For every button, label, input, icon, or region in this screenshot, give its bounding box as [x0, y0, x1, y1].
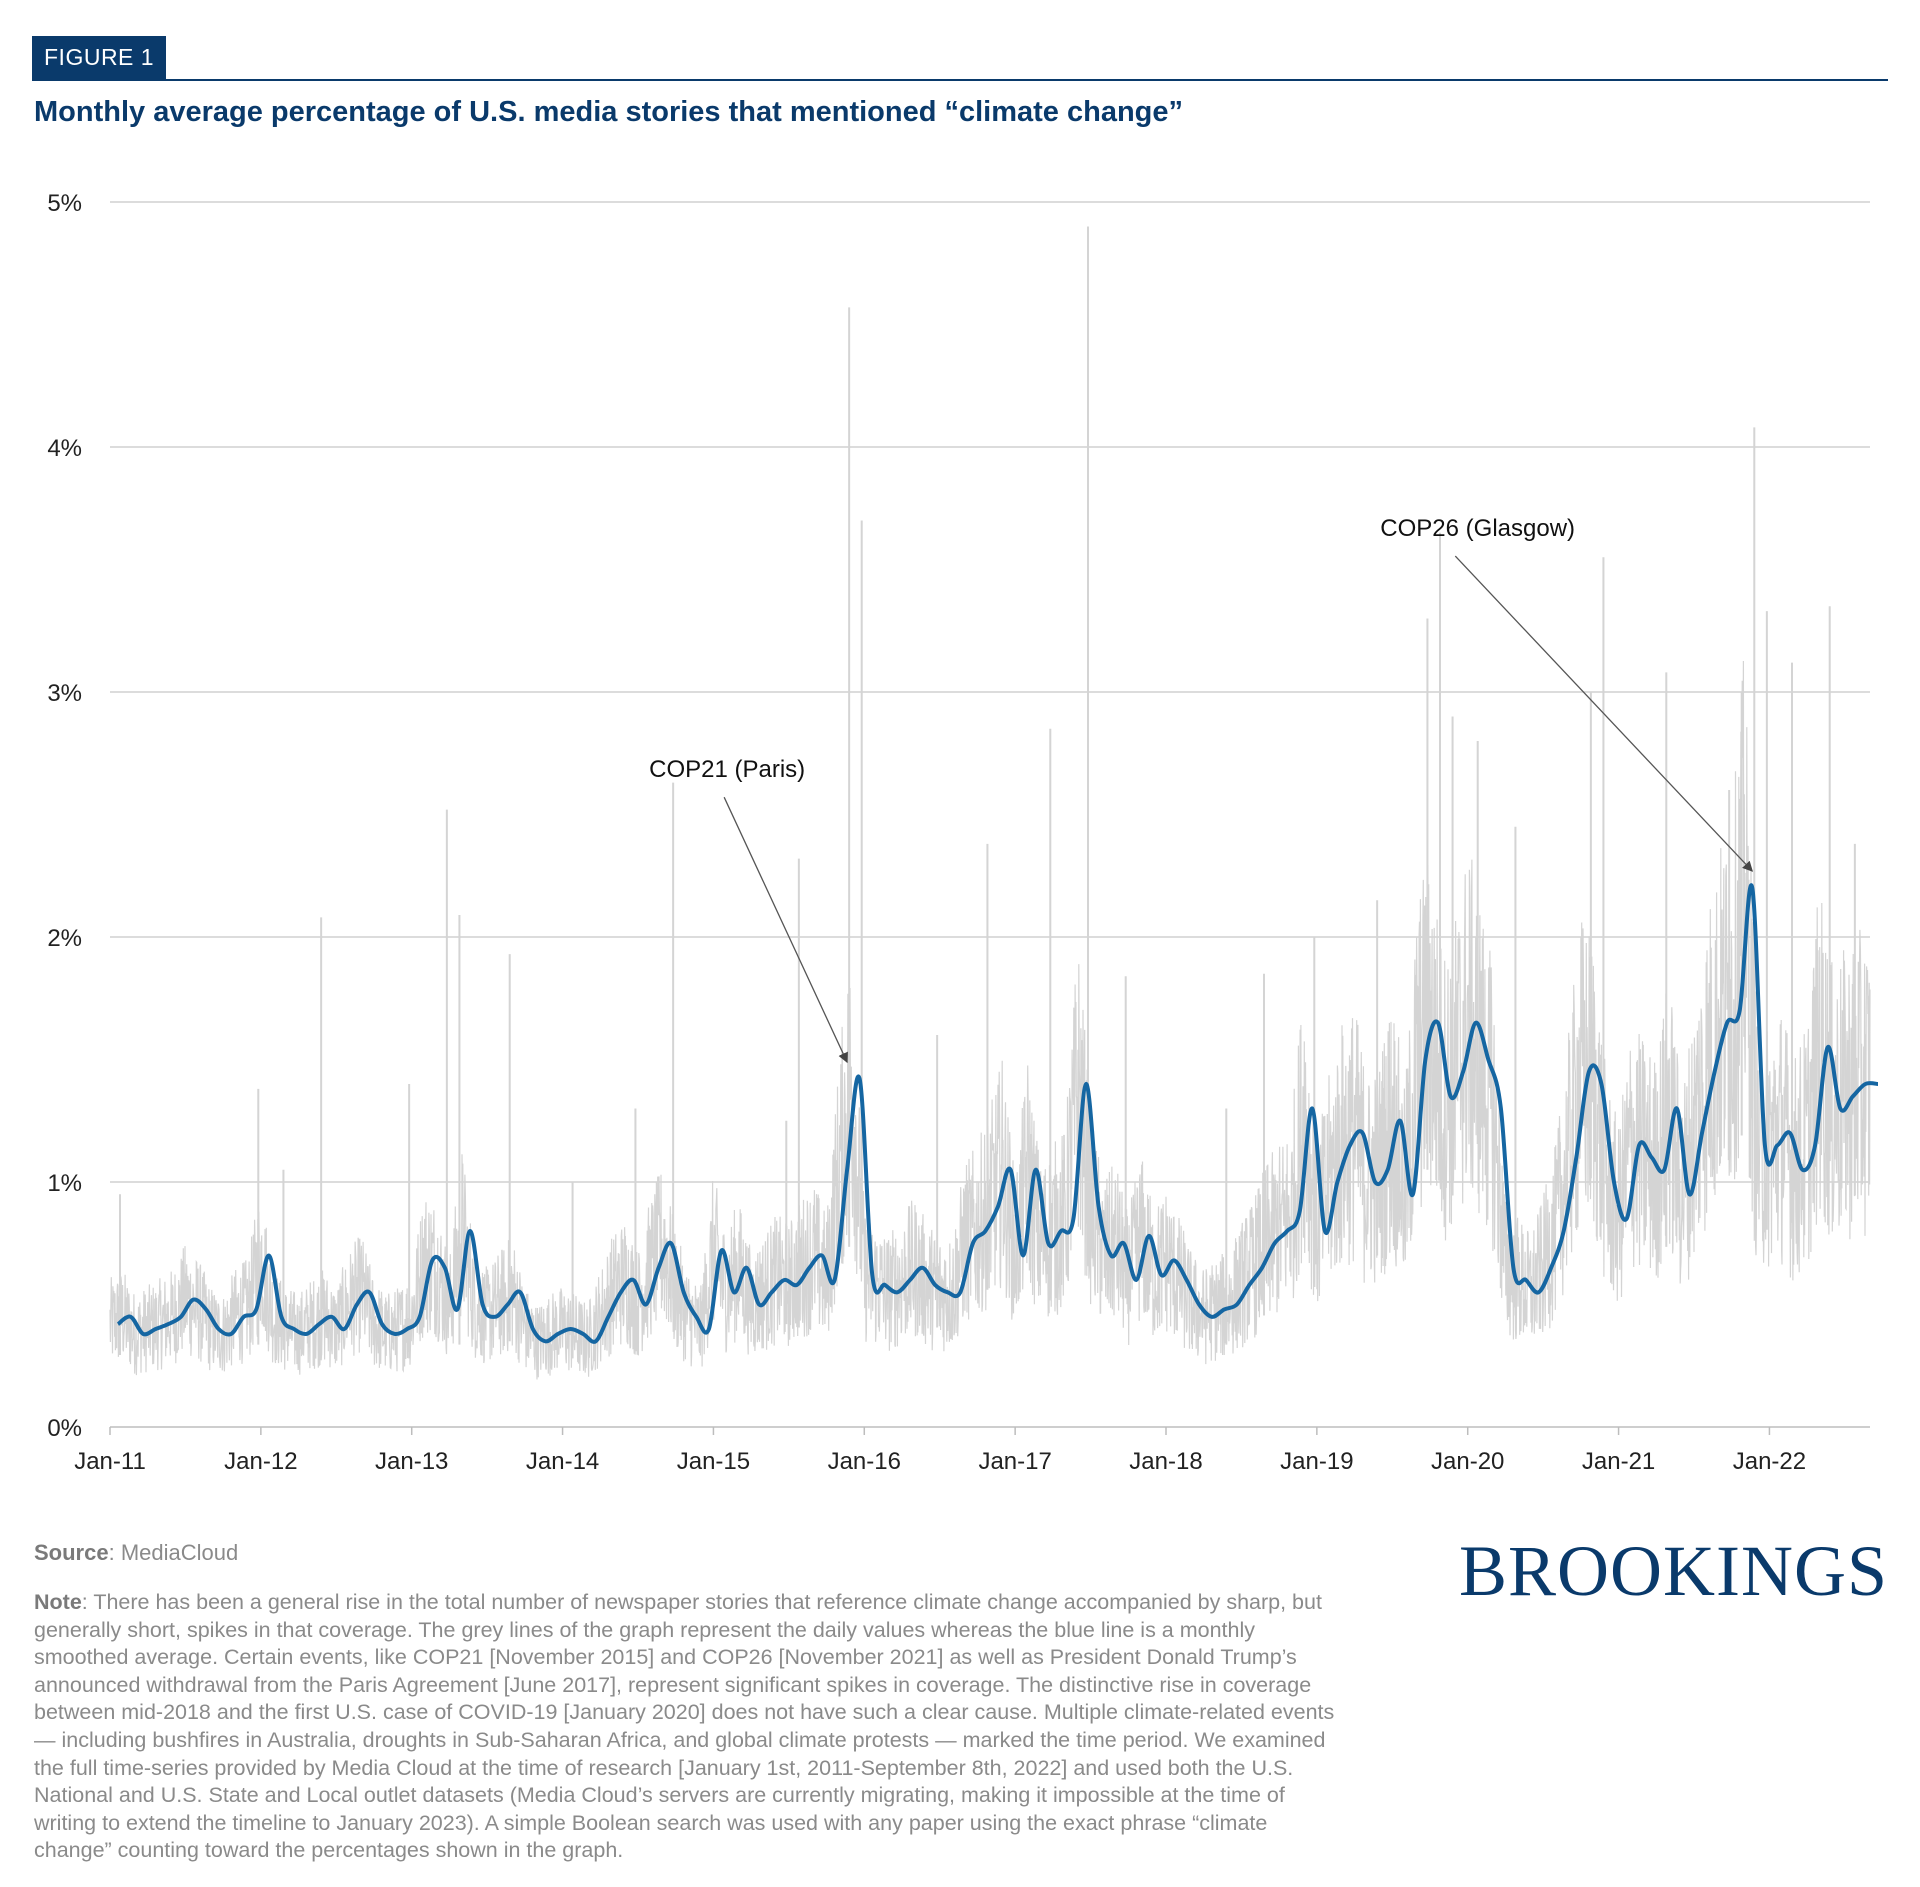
- note-text: : There has been a general rise in the t…: [34, 1590, 1335, 1863]
- note-paragraph: Note: There has been a general rise in t…: [34, 1589, 1344, 1865]
- daily-line: [109, 660, 1871, 1380]
- line-chart: 0%1%2%3%4%5% Jan-11 Jan-12 Jan-13 Jan-14 Jan…: [47, 190, 1879, 1475]
- x-tick-label: Jan-12: [224, 1448, 297, 1475]
- y-axis-ticks: 0% 1% 2% 3% 4% 5%: [47, 190, 82, 1442]
- y-tick-label: 4%: [47, 435, 82, 462]
- y-tick-label: 5%: [47, 190, 82, 217]
- header-rule: [32, 79, 1888, 81]
- gridlines: [110, 201, 1870, 1428]
- source-label: Source: [34, 1540, 109, 1565]
- x-tick-label: Jan-21: [1582, 1448, 1655, 1475]
- x-tick-label: Jan-20: [1431, 1448, 1504, 1475]
- y-tick-label: 2%: [47, 925, 82, 952]
- monthly-series: [116, 883, 1879, 1344]
- source-line: Source: MediaCloud: [34, 1540, 238, 1566]
- y-tick-label: 0%: [47, 1415, 82, 1442]
- note-label: Note: [34, 1590, 82, 1614]
- x-tick-label: Jan-15: [677, 1448, 750, 1475]
- y-tick-label: 3%: [47, 680, 82, 707]
- x-tick-label: Jan-22: [1733, 1448, 1806, 1475]
- brookings-logo: BROOKINGS: [1458, 1531, 1888, 1611]
- figure-badge: FIGURE 1: [32, 36, 167, 79]
- x-tick-label: Jan-19: [1280, 1448, 1353, 1475]
- annotation-label: COP26 (Glasgow): [1380, 515, 1575, 542]
- x-tick-label: Jan-18: [1129, 1448, 1202, 1475]
- annotation-arrow: [1454, 555, 1753, 872]
- x-tick-label: Jan-17: [978, 1448, 1051, 1475]
- monthly-average-line: [116, 883, 1879, 1344]
- x-tick-label: Jan-16: [828, 1448, 901, 1475]
- x-tick-label: Jan-11: [74, 1448, 146, 1475]
- y-tick-label: 1%: [47, 1170, 82, 1197]
- chart-title: Monthly average percentage of U.S. media…: [34, 96, 1184, 128]
- annotations: COP21 (Paris) COP26 (Glasgow): [649, 515, 1753, 1064]
- annotation-arrow: [723, 796, 848, 1064]
- daily-series: [109, 226, 1871, 1380]
- x-tick-label: Jan-14: [526, 1448, 599, 1475]
- source-text: : MediaCloud: [108, 1540, 239, 1565]
- annotation-label: COP21 (Paris): [649, 756, 805, 783]
- x-tick-label: Jan-13: [375, 1448, 448, 1475]
- x-axis-ticks: Jan-11 Jan-12 Jan-13 Jan-14 Jan-15 Jan-16 Jan-…: [74, 1427, 1806, 1475]
